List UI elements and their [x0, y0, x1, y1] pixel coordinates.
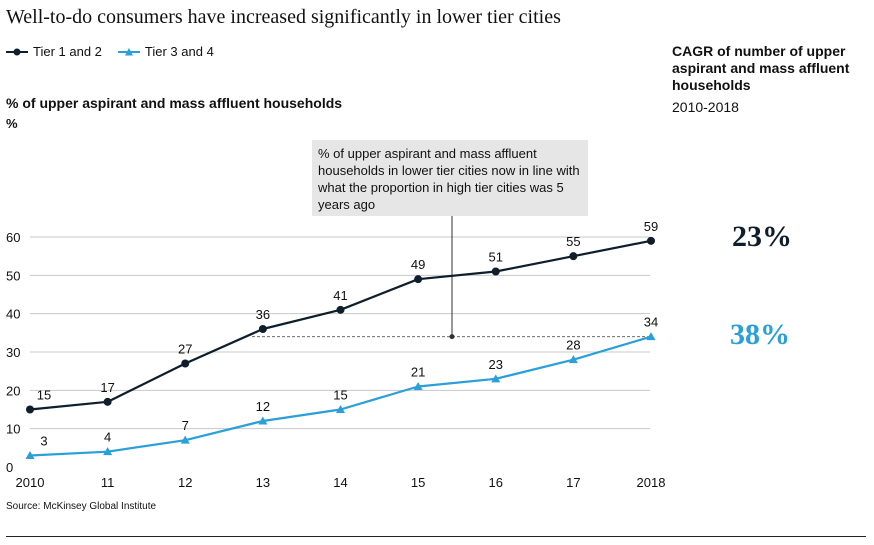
data-label: 4 — [104, 430, 111, 445]
annotation-box: % of upper aspirant and mass affluent ho… — [312, 140, 588, 216]
source-note: Source: McKinsey Global Institute — [6, 501, 157, 512]
legend-swatch-tier34 — [117, 47, 140, 55]
chart-title: Well-to-do consumers have increased sign… — [6, 6, 561, 28]
y-tick-label: 0 — [6, 460, 13, 475]
data-point — [569, 252, 578, 261]
legend-label-tier34: Tier 3 and 4 — [144, 44, 214, 59]
data-point — [413, 382, 423, 390]
y-axis-label: % of upper aspirant and mass affluent ho… — [6, 95, 343, 111]
data-label: 15 — [333, 388, 347, 403]
cagr-years: 2010-2018 — [672, 99, 739, 115]
data-label: 21 — [411, 365, 425, 380]
x-tick-label: 15 — [411, 475, 425, 490]
y-tick-label: 40 — [6, 307, 20, 322]
x-tick-label: 16 — [489, 475, 503, 490]
y-tick-label: 30 — [6, 345, 20, 360]
x-tick-label: 13 — [256, 475, 270, 490]
data-label: 55 — [566, 234, 580, 249]
data-label: 17 — [100, 380, 114, 395]
legend-swatch-tier12 — [6, 48, 28, 55]
data-point — [491, 374, 501, 383]
data-label: 41 — [333, 288, 347, 303]
data-label: 28 — [566, 338, 580, 353]
data-point — [181, 359, 190, 368]
data-label: 23 — [489, 357, 503, 372]
data-label: 59 — [644, 219, 658, 234]
legend: Tier 1 and 2 Tier 3 and 4 — [6, 44, 230, 59]
cagr-title: CAGR of number of upper aspirant and mas… — [672, 43, 850, 93]
x-tick-label: 14 — [333, 475, 347, 490]
x-tick-label: 11 — [101, 475, 115, 490]
data-point — [258, 416, 268, 425]
annotation-pointer-dot — [449, 334, 455, 340]
data-point — [26, 405, 34, 414]
legend-item-tier12: Tier 1 and 2 — [6, 44, 102, 59]
footer-divider — [6, 536, 866, 537]
series-line — [29, 239, 652, 411]
data-point — [336, 405, 345, 413]
y-tick-label: 20 — [6, 383, 20, 398]
y-tick-label: 10 — [6, 422, 20, 437]
data-point — [258, 325, 267, 333]
data-label: 12 — [256, 399, 270, 414]
y-tick-label: 60 — [6, 230, 20, 245]
legend-item-tier34: Tier 3 and 4 — [117, 44, 214, 59]
data-label: 27 — [178, 342, 192, 357]
data-label: 34 — [644, 315, 658, 330]
legend-label-tier12: Tier 1 and 2 — [33, 44, 102, 59]
cagr-tier12-value: 23% — [732, 220, 792, 253]
data-point — [414, 275, 423, 284]
data-point — [103, 397, 112, 406]
y-axis-unit: % — [6, 116, 18, 131]
data-label: 3 — [40, 434, 47, 449]
x-tick-label: 12 — [178, 475, 192, 490]
data-point — [646, 332, 656, 341]
data-label: 51 — [489, 250, 503, 265]
data-point — [180, 435, 190, 444]
data-label: 36 — [256, 307, 270, 322]
data-point — [103, 447, 113, 456]
x-tick-label: 17 — [566, 475, 580, 490]
data-label: 15 — [37, 388, 51, 403]
data-point — [568, 355, 578, 364]
data-label: 7 — [182, 418, 189, 433]
cagr-tier34-value: 38% — [730, 318, 790, 351]
x-tick-label: 2010 — [16, 475, 45, 490]
data-point — [491, 267, 500, 276]
data-label: 49 — [411, 257, 425, 272]
data-point — [336, 305, 345, 314]
data-point — [647, 236, 655, 245]
x-tick-label: 2018 — [637, 475, 666, 490]
y-tick-label: 50 — [6, 268, 20, 283]
data-point — [25, 451, 35, 459]
